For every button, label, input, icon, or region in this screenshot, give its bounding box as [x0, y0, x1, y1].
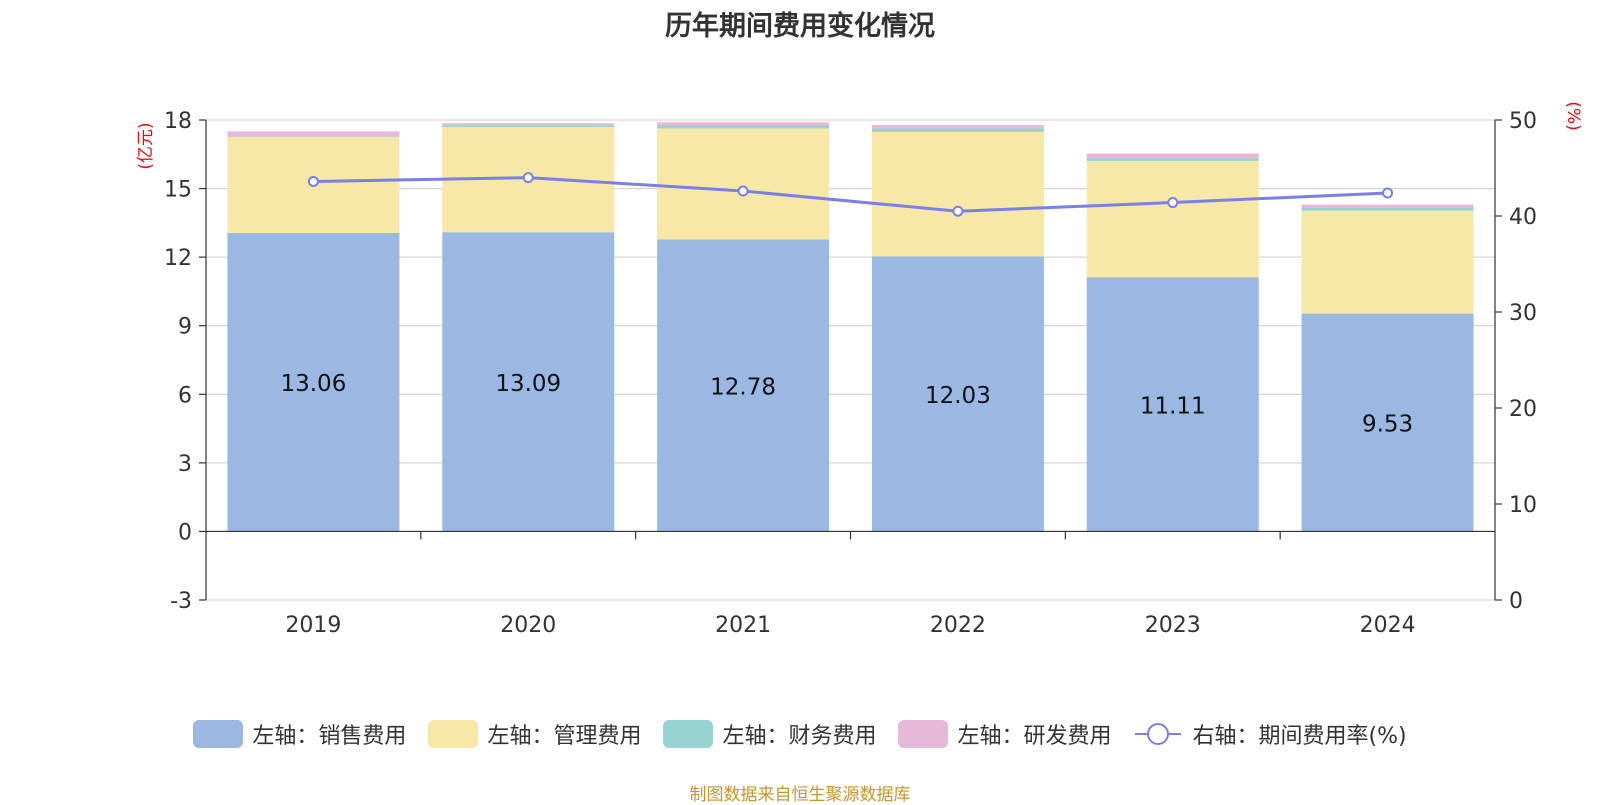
bar-value-label: 12.03	[925, 383, 991, 409]
rate-point	[739, 187, 748, 196]
bar-finance	[872, 128, 1044, 131]
rate-point	[1383, 188, 1392, 197]
bar-rd	[657, 122, 829, 125]
bar-admin	[657, 128, 829, 239]
bar-finance	[442, 126, 614, 127]
legend-item-rd[interactable]: 左轴：研发费用	[898, 718, 1111, 750]
right-axis-tick-label: 0	[1509, 589, 1523, 614]
right-axis-unit: (%)	[1563, 101, 1583, 130]
right-axis-tick-label: 10	[1509, 493, 1537, 518]
category-label: 2020	[500, 613, 556, 638]
source-note: 制图数据来自恒生聚源数据库	[0, 780, 1600, 805]
legend-swatch	[663, 720, 713, 748]
bars	[227, 122, 1473, 531]
category-label: 2022	[930, 613, 986, 638]
legend-label: 左轴：销售费用	[252, 718, 406, 750]
legend-label: 左轴：研发费用	[957, 718, 1111, 750]
bar-admin	[1302, 211, 1474, 314]
legend-label: 左轴：财务费用	[722, 718, 876, 750]
bar-rd	[1087, 154, 1259, 159]
bar-admin	[1087, 161, 1259, 278]
legend: 左轴：销售费用 左轴：管理费用 左轴：财务费用 左轴：研发费用 右轴：期间费用率(%)	[0, 718, 1600, 750]
legend-line-circle	[1148, 724, 1168, 744]
bar-rd	[227, 131, 399, 136]
left-axis-tick-label: 12	[164, 246, 192, 271]
bar-admin	[872, 132, 1044, 257]
bar-finance	[657, 125, 829, 128]
right-axis-tick-label: 20	[1509, 397, 1537, 422]
legend-swatch	[193, 720, 243, 748]
right-axis-tick-label: 30	[1509, 301, 1537, 326]
left-axis-tick-label: -3	[170, 589, 192, 614]
bar-value-label: 11.11	[1140, 393, 1206, 419]
category-label: 2023	[1145, 613, 1201, 638]
left-axis-tick-label: 9	[178, 315, 192, 340]
left-axis-tick-label: 0	[178, 520, 192, 545]
left-axis-tick-label: 3	[178, 452, 192, 477]
left-axis-unit: (亿元)	[136, 122, 156, 169]
legend-item-finance[interactable]: 左轴：财务费用	[663, 718, 876, 750]
bar-value-label: 12.78	[710, 374, 776, 400]
category-label: 2019	[285, 613, 341, 638]
legend-item-rate[interactable]: 右轴：期间费用率(%)	[1133, 718, 1406, 750]
rate-point	[309, 177, 318, 186]
rate-point	[524, 173, 533, 182]
category-label: 2024	[1360, 613, 1416, 638]
legend-swatch	[428, 720, 478, 748]
bar-rd	[1302, 205, 1474, 208]
legend-label: 左轴：管理费用	[487, 718, 641, 750]
category-label: 2021	[715, 613, 771, 638]
legend-label: 右轴：期间费用率(%)	[1192, 718, 1406, 750]
right-axis-tick-label: 40	[1509, 205, 1537, 230]
bar-finance	[1302, 208, 1474, 211]
left-axis-tick-label: 6	[178, 383, 192, 408]
bar-value-label: 13.06	[280, 371, 346, 397]
legend-line-marker	[1133, 720, 1183, 748]
legend-item-sales[interactable]: 左轴：销售费用	[193, 718, 406, 750]
rate-point	[1168, 198, 1177, 207]
bar-rd	[872, 125, 1044, 128]
bar-rd	[442, 123, 614, 126]
bar-value-label: 9.53	[1362, 412, 1413, 438]
legend-item-admin[interactable]: 左轴：管理费用	[428, 718, 641, 750]
left-axis-tick-label: 18	[164, 109, 192, 134]
legend-swatch	[898, 720, 948, 748]
bar-finance	[1087, 158, 1259, 161]
right-axis-tick-label: 50	[1509, 109, 1537, 134]
bar-value-label: 13.09	[495, 371, 561, 397]
rate-point	[953, 207, 962, 216]
left-axis-tick-label: 15	[164, 178, 192, 203]
